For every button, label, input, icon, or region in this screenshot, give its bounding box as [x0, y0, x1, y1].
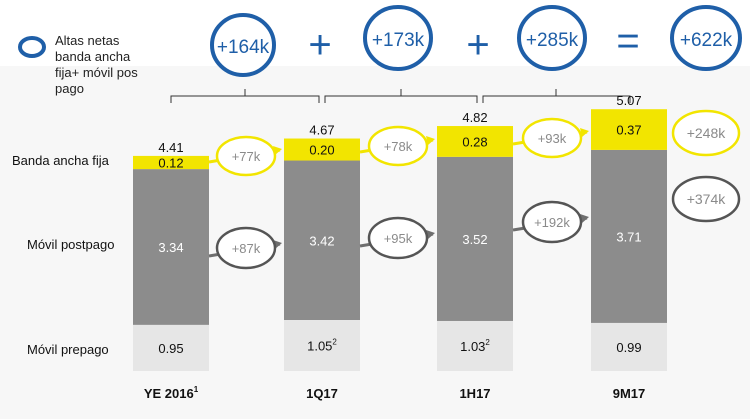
bracket-1	[170, 89, 320, 103]
arrowhead-fixed-2	[426, 136, 435, 145]
summary-value-1: +164k	[217, 37, 270, 58]
label-total-1: 4.41	[158, 140, 183, 155]
postpaid-adds-value-2: +95k	[384, 231, 413, 246]
net-adds: +77k +87k +78k +95k +93k +192k +248k +374k	[208, 109, 741, 270]
label-postpaid-3: 3.52	[462, 232, 487, 247]
legend: Altas netas banda ancha fija+ móvil pos …	[18, 33, 141, 96]
fixed-adds-value-1: +77k	[232, 149, 261, 164]
arrowhead-fixed-3	[580, 128, 589, 137]
legend-label-line-4: pago	[55, 81, 84, 96]
postpaid-adds-value-3: +192k	[534, 215, 570, 230]
bar-prepaid-1	[133, 324, 209, 371]
arrowhead-postpaid-3	[580, 214, 589, 223]
arrowhead-postpaid-2	[426, 230, 435, 239]
label-prepaid-2: 1.052	[307, 338, 337, 354]
bar-prepaid-4	[591, 322, 667, 371]
label-prepaid-superscript-2: 2	[332, 338, 337, 347]
label-fixed-4: 0.37	[616, 123, 641, 138]
bar-fixed-2	[284, 138, 360, 161]
postpaid-adds-value-1: +87k	[232, 241, 261, 256]
postpaid-total-value: +374k	[687, 191, 727, 207]
bar-postpaid-4	[591, 149, 667, 323]
label-fixed-1: 0.12	[158, 156, 183, 171]
bar-fixed-1	[133, 155, 209, 170]
postpaid-adds-circle-2	[367, 216, 429, 260]
postpaid-total-circle	[671, 175, 741, 223]
category-label-4: 9M17	[613, 386, 646, 401]
bar-fixed-3	[437, 126, 513, 157]
category-label-3: 1H17	[459, 386, 490, 401]
bar-prepaid-2	[284, 320, 360, 371]
legend-marker-icon	[18, 36, 46, 58]
legend-label-line-1: Altas netas	[55, 33, 120, 48]
label-postpaid-1: 3.34	[158, 240, 183, 255]
bracket-3	[482, 89, 631, 103]
postpaid-adds-circle-1	[215, 226, 277, 270]
summary-operator-1: +	[308, 23, 331, 67]
label-prepaid-1: 0.95	[158, 341, 183, 356]
brackets	[170, 89, 631, 103]
fixed-total-circle	[671, 109, 741, 157]
row-label-fixed: Banda ancha fija	[12, 153, 110, 168]
label-postpaid-2: 3.42	[309, 233, 334, 248]
summary-circle-3	[517, 5, 587, 71]
legend-label: Altas netas banda ancha fija+ móvil pos …	[55, 33, 141, 96]
summary-circle-1	[210, 13, 276, 77]
label-total-4: 5.07	[616, 93, 641, 108]
row-label-postpaid: Móvil postpago	[27, 237, 114, 252]
summary-circle-4	[670, 5, 742, 71]
category-superscript-1: 1	[194, 385, 199, 394]
fixed-adds-value-2: +78k	[384, 139, 413, 154]
category-label-2: 1Q17	[306, 386, 338, 401]
bar-postpaid-2	[284, 160, 360, 320]
summary-operator-2: +	[466, 23, 489, 67]
legend-label-line-3: fija+ móvil pos	[55, 65, 138, 80]
label-prepaid-superscript-3: 2	[485, 338, 490, 347]
fixed-adds-value-3: +93k	[538, 131, 567, 146]
label-total-3: 4.82	[462, 110, 487, 125]
bar-prepaid-3	[437, 320, 513, 371]
bar-fixed-4	[591, 109, 667, 150]
bar-postpaid-3	[437, 156, 513, 321]
summary-circle-2	[363, 5, 433, 71]
summary-value-2: +173k	[372, 30, 425, 51]
label-postpaid-4: 3.71	[616, 229, 641, 244]
fixed-adds-circle-1	[215, 135, 277, 177]
summary-value-3: +285k	[526, 30, 579, 51]
bar-postpaid-1	[133, 169, 209, 325]
fixed-adds-circle-3	[521, 117, 583, 159]
fixed-total-value: +248k	[687, 125, 727, 141]
postpaid-adds-circle-3	[521, 200, 583, 244]
summary-value-4: +622k	[680, 30, 733, 51]
fixed-adds-circle-2	[367, 125, 429, 167]
label-total-2: 4.67	[309, 123, 334, 138]
label-fixed-3: 0.28	[462, 134, 487, 149]
label-prepaid-3: 1.032	[460, 338, 490, 354]
label-prepaid-4: 0.99	[616, 340, 641, 355]
bars: 0.95 3.34 0.124.41 YE 20161 1.052 3.42 0.20 4.6…	[133, 93, 667, 401]
category-label-1: YE 20161	[144, 385, 199, 401]
label-fixed-2: 0.20	[309, 143, 334, 158]
summary-group: +164k + +173k + +285k = +622k	[210, 5, 742, 77]
bracket-2	[324, 89, 478, 103]
summary-operator-3: =	[616, 19, 639, 63]
row-label-prepaid: Móvil prepago	[27, 342, 109, 357]
legend-label-line-2: banda ancha	[55, 49, 131, 64]
